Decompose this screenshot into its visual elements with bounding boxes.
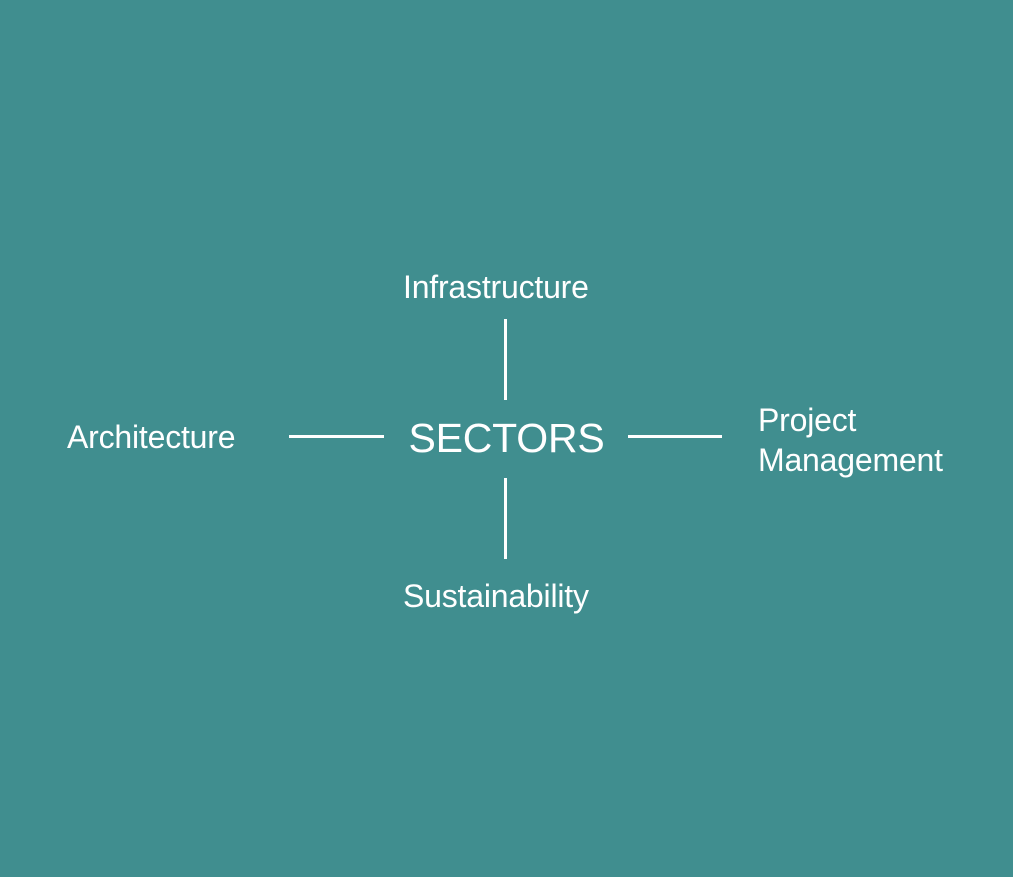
diagram-center-label: SECTORS [0, 418, 1013, 459]
connector-top [504, 319, 507, 400]
center-label-text: SECTORS [408, 415, 605, 461]
node-project-management: Project Management [758, 400, 943, 480]
connector-bottom [504, 478, 507, 559]
node-infrastructure: Infrastructure [403, 269, 589, 305]
connector-left [289, 435, 384, 438]
node-project-management-line2: Management [758, 442, 943, 478]
connector-right [628, 435, 722, 438]
node-architecture: Architecture [67, 419, 236, 455]
node-sustainability: Sustainability [403, 578, 589, 614]
node-project-management-line1: Project [758, 402, 857, 438]
